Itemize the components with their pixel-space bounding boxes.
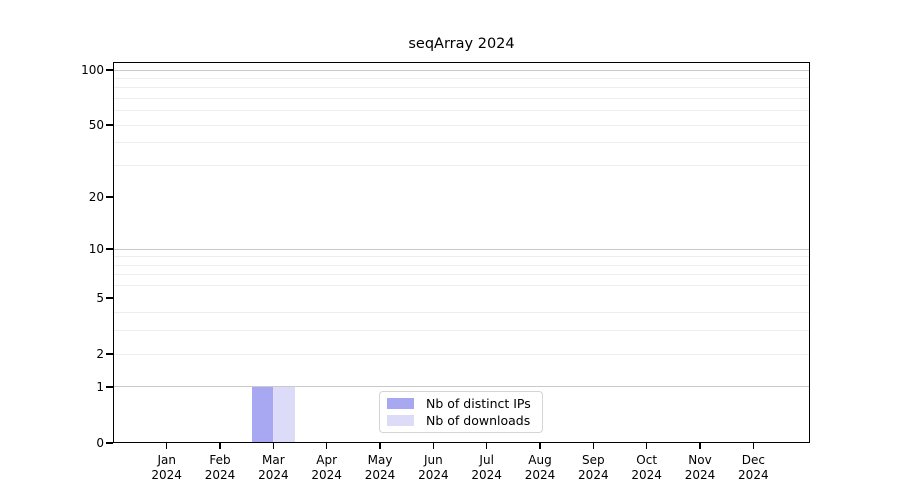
x-tick-label: Aug 2024	[510, 453, 570, 483]
y-gridline-minor	[113, 77, 810, 79]
chart-title: seqArray 2024	[408, 36, 515, 52]
x-tick-year: 2024	[578, 468, 609, 482]
x-tick-year: 2024	[471, 468, 502, 482]
y-axis-tick	[106, 386, 113, 388]
plot-border	[113, 62, 810, 443]
x-axis-tick	[432, 443, 435, 449]
y-gridline-minor	[113, 97, 810, 99]
x-axis-tick	[272, 443, 275, 449]
legend-label-downloads: Nb of downloads	[426, 413, 531, 428]
x-tick-year: 2024	[631, 468, 662, 482]
x-tick-year: 2024	[258, 468, 289, 482]
x-axis-tick	[219, 443, 221, 449]
x-tick-year: 2024	[684, 468, 716, 482]
y-gridline-minor	[113, 264, 810, 266]
x-tick-month: Jun	[423, 453, 443, 467]
x-tick-month: Jul	[479, 453, 494, 467]
y-gridline-minor	[113, 256, 810, 258]
x-tick-month: Sep	[582, 453, 605, 467]
x-tick-month: May	[367, 453, 393, 467]
y-axis-tick	[106, 297, 113, 299]
y-gridline-minor	[113, 285, 810, 287]
x-tick-month: Aug	[528, 453, 552, 467]
y-gridline-major	[113, 248, 810, 250]
y-tick-label: 0	[96, 436, 104, 450]
x-tick-month: Nov	[688, 453, 712, 467]
y-tick-label: 5	[96, 291, 104, 306]
x-tick-year: 2024	[738, 468, 769, 482]
bar-distinct-ips	[252, 386, 274, 443]
y-tick-label: 10	[88, 242, 104, 257]
x-tick-month: Dec	[741, 453, 765, 467]
x-axis-tick	[699, 443, 701, 449]
x-tick-label: Nov 2024	[670, 453, 730, 483]
x-tick-label: Jan 2024	[137, 453, 197, 483]
y-axis-tick	[106, 353, 113, 355]
x-tick-label: Mar 2024	[243, 453, 303, 483]
y-tick-label: 2	[96, 347, 104, 362]
x-axis-tick	[752, 443, 755, 449]
y-tick-label: 100	[81, 63, 104, 77]
x-axis-tick	[645, 443, 648, 449]
y-axis-tick	[106, 442, 113, 444]
x-axis-tick	[485, 443, 488, 449]
x-tick-year: 2024	[364, 468, 396, 482]
x-tick-year: 2024	[524, 468, 556, 482]
y-tick-label: 1	[96, 379, 104, 394]
legend-label-distinct-ips: Nb of distinct IPs	[426, 396, 531, 411]
x-axis-tick	[165, 443, 168, 449]
y-gridline-minor	[113, 164, 810, 166]
legend-swatch-downloads	[387, 415, 414, 426]
y-gridline-minor	[113, 124, 810, 126]
y-tick-label: 20	[88, 189, 104, 204]
x-tick-month: Mar	[262, 453, 285, 467]
x-tick-year: 2024	[311, 468, 342, 482]
x-tick-label: Oct 2024	[617, 453, 677, 483]
x-tick-year: 2024	[151, 468, 182, 482]
x-axis-tick	[592, 443, 595, 449]
x-tick-label: Jul 2024	[457, 453, 517, 483]
legend: Nb of distinct IPs Nb of downloads	[379, 391, 543, 433]
x-tick-month: Apr	[316, 453, 338, 467]
y-axis-tick	[106, 124, 113, 126]
y-axis-tick	[106, 196, 113, 198]
x-tick-label: Feb 2024	[190, 453, 250, 483]
x-tick-month: Feb	[209, 453, 231, 467]
x-tick-year: 2024	[418, 468, 449, 482]
x-tick-label: May 2024	[350, 453, 410, 483]
x-axis-tick	[539, 443, 541, 449]
legend-item-distinct-ips: Nb of distinct IPs	[387, 396, 535, 411]
bar-downloads	[273, 386, 295, 443]
y-gridline-minor	[113, 353, 810, 355]
y-gridline-minor	[113, 312, 810, 314]
y-gridline-minor	[113, 87, 810, 89]
x-axis-tick	[325, 443, 328, 449]
x-tick-label: Sep 2024	[563, 453, 623, 483]
y-gridline-minor	[113, 142, 810, 144]
x-tick-year: 2024	[204, 468, 236, 482]
x-tick-label: Apr 2024	[297, 453, 357, 483]
legend-swatch-distinct-ips	[387, 398, 414, 409]
y-axis-tick	[106, 69, 113, 71]
legend-item-downloads: Nb of downloads	[387, 413, 535, 428]
y-gridline-minor	[113, 330, 810, 332]
y-tick-label: 50	[88, 118, 104, 133]
y-gridline-major	[113, 69, 810, 71]
y-axis-tick	[106, 248, 113, 250]
y-gridline-major	[113, 386, 810, 388]
x-tick-month: Jan	[157, 453, 176, 467]
x-tick-label: Dec 2024	[723, 453, 783, 483]
x-tick-label: Jun 2024	[403, 453, 463, 483]
x-tick-month: Oct	[636, 453, 658, 467]
x-axis-tick	[379, 443, 381, 449]
y-gridline-minor	[113, 274, 810, 276]
y-gridline-minor	[113, 110, 810, 112]
